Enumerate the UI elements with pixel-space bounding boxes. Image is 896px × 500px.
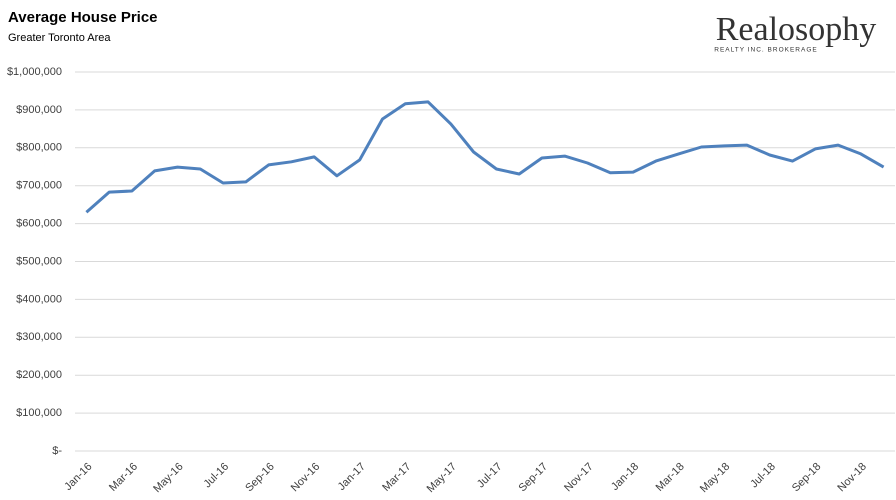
x-tick-label: Nov-16 [289, 461, 323, 495]
y-tick-label: $300,000 [16, 331, 62, 343]
logo-name: Realosophy [716, 11, 877, 48]
chart-title: Average House Price [8, 9, 158, 26]
y-tick-label: $100,000 [16, 407, 62, 419]
x-tick-label: May-16 [151, 461, 185, 495]
logo-tagline: REALTY INC. BROKERAGE [714, 47, 817, 54]
y-tick-label: $800,000 [16, 142, 62, 154]
x-tick-label: Jul-18 [748, 461, 778, 491]
x-tick-label: May-17 [425, 461, 459, 495]
x-tick-label: Nov-17 [562, 461, 596, 495]
x-tick-label: Mar-17 [380, 461, 413, 494]
y-tick-label: $500,000 [16, 255, 62, 267]
x-tick-label: Nov-18 [835, 461, 869, 495]
x-tick-label: Jan-18 [609, 461, 641, 493]
x-tick-label: Mar-16 [107, 461, 140, 494]
x-tick-label: Jul-17 [475, 461, 505, 491]
x-tick-label: Mar-18 [654, 461, 687, 494]
x-tick-label: Jul-16 [202, 461, 232, 491]
y-tick-label: $700,000 [16, 180, 62, 192]
x-tick-label: May-18 [698, 461, 732, 495]
y-tick-label: $1,000,000 [7, 66, 62, 78]
y-tick-label: $600,000 [16, 218, 62, 230]
x-tick-label: Jan-17 [336, 461, 368, 493]
x-tick-label: Sep-18 [790, 461, 824, 495]
chart-subtitle: Greater Toronto Area [8, 32, 111, 44]
y-tick-label: $900,000 [16, 104, 62, 116]
y-tick-label: $200,000 [16, 369, 62, 381]
x-tick-label: Sep-17 [517, 461, 551, 495]
x-tick-label: Sep-16 [243, 461, 277, 495]
y-tick-label: $- [52, 445, 62, 457]
line [85, 100, 885, 214]
x-tick-label: Jan-16 [62, 461, 94, 493]
y-tick-label: $400,000 [16, 293, 62, 305]
